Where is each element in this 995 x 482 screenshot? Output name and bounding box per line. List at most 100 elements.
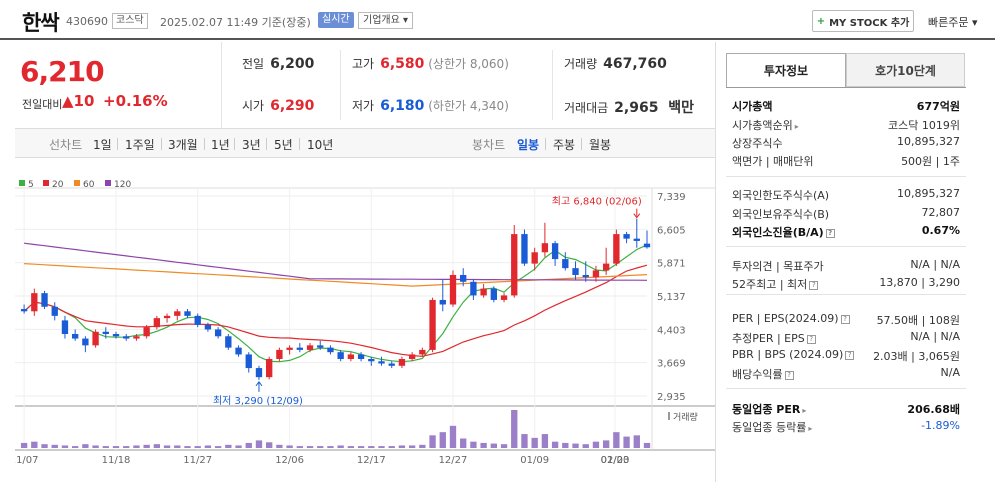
candle-body[interactable] [20,309,28,312]
candle-body[interactable] [235,347,242,355]
candle-body[interactable] [306,345,314,350]
candle-body[interactable] [582,274,589,278]
help-icon[interactable]: ? [806,334,816,344]
candle-body[interactable] [31,293,38,312]
period-monthly[interactable]: 월봉 [589,138,612,152]
candle-body[interactable] [408,354,416,359]
candle-body[interactable] [71,334,79,339]
candle-body[interactable] [337,352,344,359]
candle-body[interactable] [368,358,375,362]
candle-body[interactable] [562,259,569,269]
candle-body[interactable] [388,363,395,366]
candle-body[interactable] [449,274,457,305]
period-weekly[interactable]: 주봉 [553,138,576,152]
tab-orderbook[interactable]: 호가10단계 [846,53,965,87]
candle-body[interactable] [419,349,426,355]
candle-body[interactable] [439,299,446,305]
help-icon[interactable]: ? [784,370,794,380]
candle-body[interactable] [245,354,252,369]
candle-body[interactable] [296,347,303,350]
candlestick-chart-svg[interactable]: 7,339 6,605 5,871 5,137 4,403 3,669 2,935 11/07… [10,170,715,470]
candle-body[interactable] [551,243,559,260]
candle-body[interactable] [460,274,467,282]
candle-body[interactable] [357,354,365,359]
trade-amount: 거래대금 2,965 백만 [564,97,694,117]
legend-label: 60 [83,180,95,190]
candle-body[interactable] [82,338,89,346]
candle-body[interactable] [133,336,140,339]
period-10y[interactable]: 10년 [307,138,334,152]
realtime-badge[interactable]: 실시간 [318,12,354,28]
period-5y[interactable]: 5년 [274,138,293,152]
company-overview-dropdown[interactable]: 기업개요 ▾ [358,12,414,29]
candle-body[interactable] [112,334,120,337]
candle-body[interactable] [92,331,99,346]
candle-body[interactable] [102,331,109,335]
candle-body[interactable] [61,320,69,335]
candle-body[interactable] [153,318,161,328]
candle-body[interactable] [266,358,273,378]
volume-bar [71,446,79,448]
candle-body[interactable] [470,281,477,296]
candle-body[interactable] [398,358,406,366]
invest-row-value: N/A [940,366,960,379]
help-icon[interactable]: ? [809,280,819,290]
candle-body[interactable] [214,329,222,337]
candle-body[interactable] [163,315,171,319]
candle-body[interactable] [531,252,538,264]
candle-body[interactable] [255,368,263,378]
candle-body[interactable] [633,238,640,241]
price-chart[interactable]: 7,339 6,605 5,871 5,137 4,403 3,669 2,935 11/07… [10,170,715,470]
candle-body[interactable] [286,347,293,350]
candle-body[interactable] [194,315,201,325]
divider [204,138,205,150]
volume-bar [82,444,89,448]
chevron-right-icon[interactable]: ▸ [808,424,813,433]
candle-body[interactable] [123,336,130,339]
candle-body[interactable] [602,263,610,271]
candle-body[interactable] [41,293,48,307]
candle-body[interactable] [327,347,334,353]
candle-body[interactable] [378,361,385,364]
candle-body[interactable] [592,270,600,278]
tab-invest-info[interactable]: 투자정보 [726,53,846,87]
help-icon[interactable]: ? [840,314,850,324]
candle-body[interactable] [51,306,58,316]
candle-body[interactable] [317,345,324,348]
chevron-right-icon[interactable]: ▸ [794,122,799,131]
candle-body[interactable] [276,349,283,359]
candle-body[interactable] [174,311,181,316]
candle-body[interactable] [490,288,497,300]
period-3m[interactable]: 3개월 [168,138,198,152]
volume-bar [490,443,497,448]
period-3y[interactable]: 3년 [242,138,261,152]
period-daily[interactable]: 일봉 [517,138,540,152]
period-1y[interactable]: 1년 [211,138,230,152]
candle-body[interactable] [541,243,549,253]
volume-bar [112,446,120,448]
candle-body[interactable] [204,324,212,330]
candle-body[interactable] [643,243,651,248]
candle-body[interactable] [143,327,150,337]
candle-body[interactable] [184,311,191,316]
divider [234,138,235,150]
my-stock-add-label: MY STOCK 추가 [829,17,910,29]
candle-body[interactable] [511,234,518,296]
chevron-right-icon[interactable]: ▸ [802,406,807,415]
candle-body[interactable] [429,299,436,350]
period-1w[interactable]: 1주일 [125,138,155,152]
my-stock-add-button[interactable]: + MY STOCK 추가 [812,10,914,32]
candle-body[interactable] [613,234,620,264]
candle-body[interactable] [480,288,487,296]
open-value: 6,290 [270,98,315,114]
help-icon[interactable]: ? [845,350,855,360]
candle-body[interactable] [500,295,508,300]
candle-body[interactable] [521,234,528,264]
candle-body[interactable] [623,234,630,239]
candle-body[interactable] [225,336,232,348]
help-icon[interactable]: ? [825,228,835,238]
candle-body[interactable] [347,354,355,359]
quick-order-link[interactable]: 빠른주문 ▾ [928,14,978,30]
period-1d[interactable]: 1일 [93,138,112,152]
candle-body[interactable] [572,268,579,275]
